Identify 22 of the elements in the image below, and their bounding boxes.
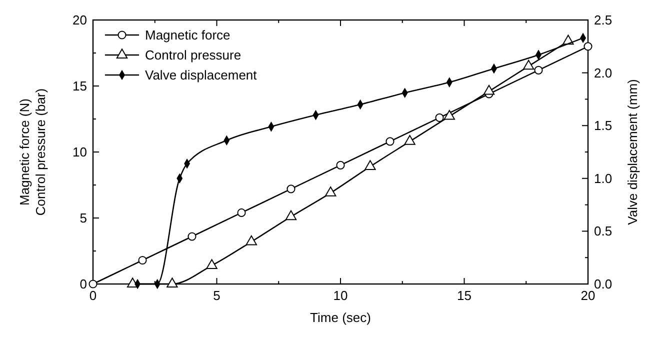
y-tick-label: 5 <box>80 210 87 226</box>
y2-axis-title: Valve displacement (mm) <box>625 79 640 225</box>
x-tick-label: 20 <box>580 288 596 303</box>
y-axis-title: Magnetic force (N) Control pressure (bar) <box>17 88 48 216</box>
legend-label: Magnetic force <box>145 28 230 42</box>
y-tick-label: 0 <box>80 276 87 292</box>
y-tick-label: 10 <box>72 144 87 160</box>
legend-label: Control pressure <box>145 48 242 62</box>
x-tick-label: 0 <box>89 288 97 303</box>
y2-tick-label: 2.5 <box>594 12 612 28</box>
y2-tick-label: 1.0 <box>594 170 612 186</box>
y2-tick-label: 1.5 <box>594 118 612 134</box>
y2-tick-label: 0.5 <box>594 224 612 239</box>
y2-tick-label: 0.0 <box>594 276 612 292</box>
y2-tick-label: 2.0 <box>594 65 612 80</box>
x-tick-label: 15 <box>457 288 472 303</box>
x-tick-label: 10 <box>333 288 348 303</box>
x-tick-label: 5 <box>213 288 220 303</box>
y-tick-label: 15 <box>72 78 87 94</box>
y-tick-label: 20 <box>72 12 87 28</box>
legend-label: Valve displacement <box>145 68 258 82</box>
x-axis-title: Time (sec) <box>310 310 371 325</box>
